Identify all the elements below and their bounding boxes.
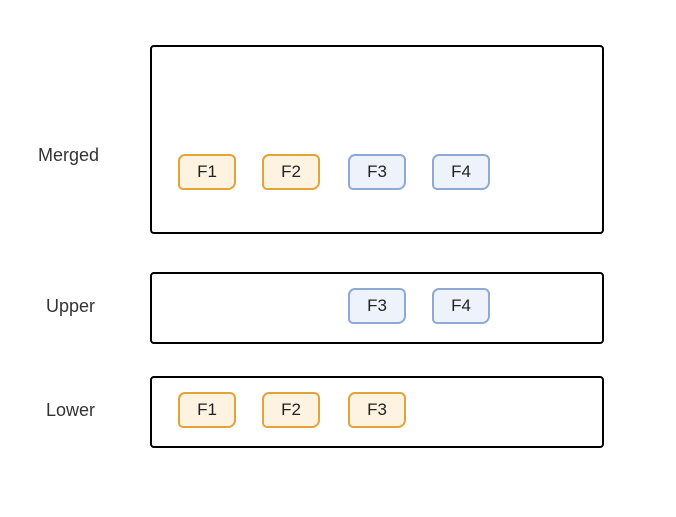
field-label: F3 <box>367 400 387 420</box>
field-upper-f4: F4 <box>432 288 490 324</box>
field-lower-f3: F3 <box>348 392 406 428</box>
field-lower-f1: F1 <box>178 392 236 428</box>
field-label: F2 <box>281 400 301 420</box>
field-merged-f4: F4 <box>432 154 490 190</box>
field-upper-f3: F3 <box>348 288 406 324</box>
row-label-upper: Upper <box>46 296 95 317</box>
field-merged-f1: F1 <box>178 154 236 190</box>
row-label-merged: Merged <box>38 145 99 166</box>
diagram-canvas: Merged F1 F2 F3 F4 Upper F3 F4 Lower F1 … <box>0 0 676 517</box>
container-merged <box>150 45 604 234</box>
field-label: F3 <box>367 162 387 182</box>
field-label: F2 <box>281 162 301 182</box>
field-label: F3 <box>367 296 387 316</box>
field-label: F4 <box>451 296 471 316</box>
field-label: F4 <box>451 162 471 182</box>
field-label: F1 <box>197 162 217 182</box>
field-merged-f2: F2 <box>262 154 320 190</box>
field-merged-f3: F3 <box>348 154 406 190</box>
field-label: F1 <box>197 400 217 420</box>
row-label-lower: Lower <box>46 400 95 421</box>
field-lower-f2: F2 <box>262 392 320 428</box>
